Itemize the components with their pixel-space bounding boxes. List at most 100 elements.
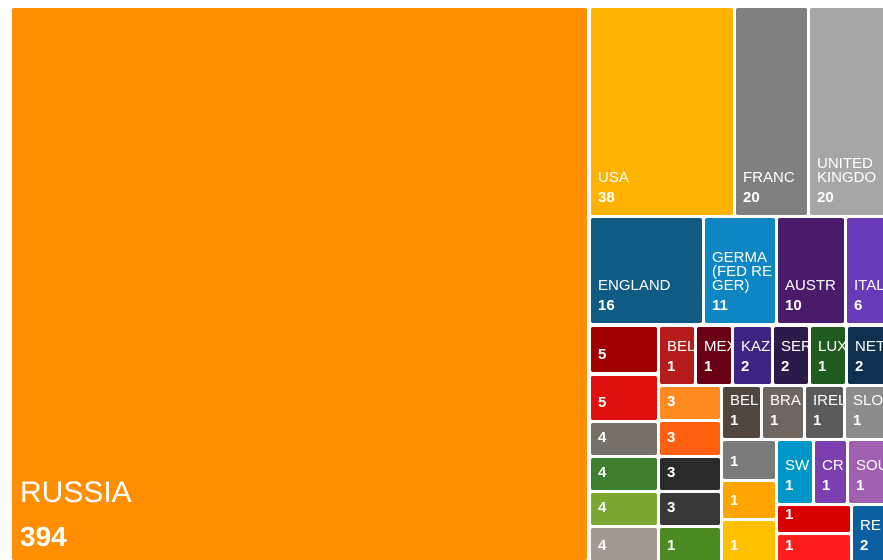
tile-name: KAZ [741,340,771,355]
tile: BRA 1 [763,387,803,438]
tile-label: SER 2 [781,340,808,376]
tile-value: 1 [822,477,831,494]
tile-value: 6 [854,297,863,314]
tile: SLO 1 [846,387,883,438]
tile-value: 1 [730,492,739,509]
tile-value: 1 [818,358,827,375]
tile-value: 394 [20,521,67,552]
tile-label: 1 [667,533,720,555]
tile-name: NET [855,340,883,355]
tile-label: 1 [730,488,775,510]
tile-value: 1 [813,412,822,429]
tile: FRANC 20 [736,8,807,215]
tile: ENGLAND 16 [591,218,702,323]
tile: BEL 1 [660,327,694,384]
tile-value: 3 [667,464,676,481]
tile: NET 2 [848,327,883,384]
tile-label: FRANC 20 [743,171,807,207]
tile-name: CR [822,459,844,474]
tile: 3 [660,493,720,525]
tile-name: ITAL [854,279,883,294]
tile: GERMA (FED RE GER) 11 [705,218,775,323]
tile-name: SER [781,340,808,355]
tile-label: SOU 1 [856,459,883,495]
tile-name: RE [860,519,881,534]
tile: 1 [723,441,775,479]
tile-value: 1 [853,412,862,429]
tile-name: SOU [856,459,883,474]
tile: 3 [660,422,720,455]
tile-value: 1 [667,537,676,554]
tile: USA 38 [591,8,733,215]
tile-label: NET 2 [855,340,883,376]
tile-label: LUX 1 [818,340,845,376]
tile-value: 1 [785,537,794,554]
tile-value: 1 [730,537,739,554]
tile-value: 2 [855,358,864,375]
tile-value: 16 [598,297,615,314]
tile-value: 3 [667,429,676,446]
tile: 4 [591,528,657,560]
tile-label: IREL 1 [813,394,843,430]
tile: 1 [660,528,720,560]
tile-value: 3 [667,393,676,410]
tile: 1 [723,482,775,518]
tile-value: 1 [730,453,739,470]
tile-value: 5 [598,394,607,411]
tile-name: BEL [730,394,759,409]
tile-value: 1 [785,477,794,494]
tile-value: 11 [712,297,728,314]
tile: 1 [723,521,775,560]
tile-value: 2 [781,358,790,375]
tile-value: 3 [667,499,676,516]
tile-name: RUSSIA [20,476,132,509]
tile: SOU 1 [849,441,883,503]
tile-value: 1 [770,412,779,429]
tile-label: CR 1 [822,459,846,495]
tile: BEL 1 [723,387,760,438]
tile-name: BEL [667,340,694,355]
tile-label: 4 [598,495,657,517]
tile-value: 1 [667,358,676,375]
tile: RE 2 [853,506,883,560]
tile-value: 4 [598,429,607,446]
tile-value: 20 [817,189,834,206]
tile-value: 1 [856,477,865,494]
tile-name: FRANC [743,171,795,186]
tile-label: 3 [667,389,720,411]
tile-label: 1 [785,535,850,555]
tile-name: SW [785,459,810,474]
tile: SER 2 [774,327,808,384]
tile-label: 3 [667,425,720,447]
tile-label: USA 38 [598,171,733,207]
tile-value: 2 [741,358,750,375]
tile-name: UNITED KINGDO [817,157,877,186]
tile: 4 [591,493,657,525]
tile-label: RUSSIA 394 [20,476,587,554]
tile-label: UNITED KINGDO 20 [817,157,883,207]
tile-label: AUSTR 10 [785,279,844,315]
tile-name: LUX [818,340,845,355]
tile-value: 38 [598,189,615,206]
tile-name: SLO [853,394,883,409]
tile: 5 [591,376,657,420]
tile: 3 [660,458,720,490]
tile: RUSSIA 394 [12,8,587,560]
tile-value: 1 [704,358,713,375]
tile-label: 1 [730,533,775,555]
tile-label: GERMA (FED RE GER) 11 [712,251,775,315]
tile-label: SLO 1 [853,394,883,430]
tile-value: 1 [730,412,739,429]
tile-value: 4 [598,499,607,516]
tile-label: 1 [730,449,775,471]
tile: CR 1 [815,441,846,503]
tile-value: 10 [785,297,802,314]
tile-label: ITAL 6 [854,279,883,315]
tile: 4 [591,423,657,455]
tile-name: AUSTR [785,279,836,294]
tile-label: MEX 1 [704,340,731,376]
tile: KAZ 2 [734,327,771,384]
tile: MEX 1 [697,327,731,384]
tile-label: SW 1 [785,459,812,495]
